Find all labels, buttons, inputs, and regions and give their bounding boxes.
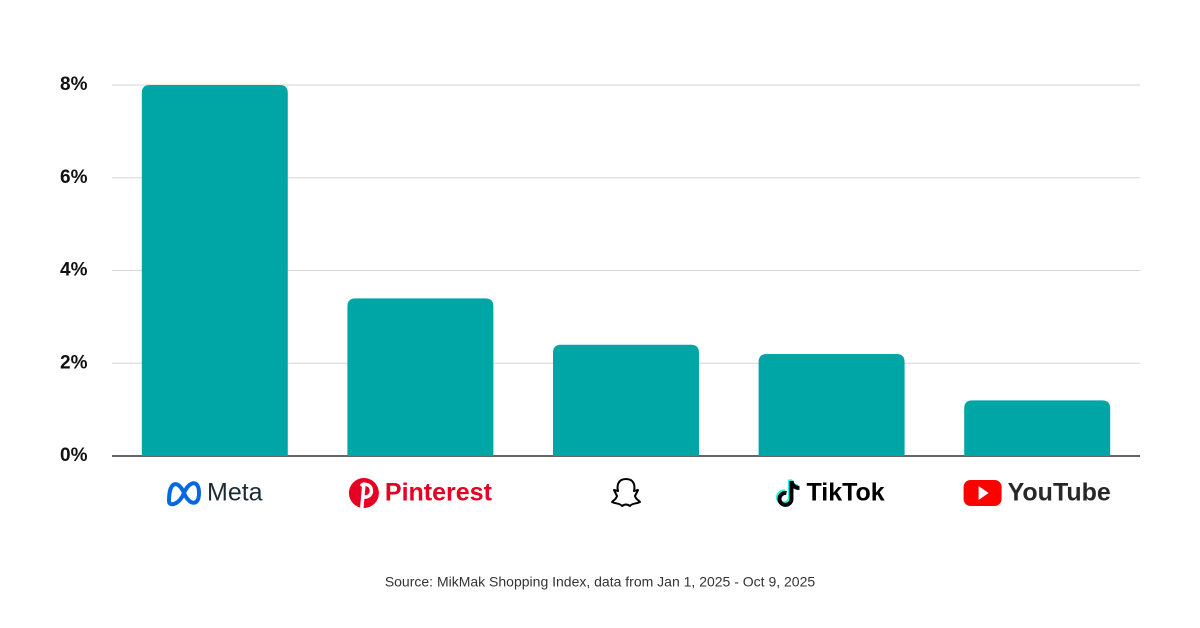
category-label: YouTube: [963, 479, 1111, 507]
snapchat-logo: [611, 478, 641, 507]
category-label: Meta: [167, 479, 263, 507]
pinterest-logo-p: [360, 482, 374, 509]
bar: [141, 85, 288, 456]
meta-logo: [167, 481, 202, 507]
youtube-play: [978, 486, 989, 500]
x-tick-label: Pinterest: [385, 479, 493, 507]
x-tick-label: YouTube: [1008, 479, 1111, 507]
y-tick-label: 0%: [60, 445, 88, 466]
source-note: Source: MikMak Shopping Index, data from…: [385, 574, 816, 590]
bar: [964, 400, 1111, 456]
bar: [347, 298, 494, 456]
y-tick-label: 2%: [60, 352, 88, 373]
x-tick-label: Meta: [207, 479, 263, 507]
category-label: [611, 478, 641, 507]
category-label: TikTok: [776, 479, 885, 507]
y-tick-label: 8%: [60, 74, 88, 95]
tiktok-logo: [777, 480, 800, 507]
y-tick-label: 4%: [60, 260, 88, 281]
bar: [553, 344, 699, 456]
bar: [758, 353, 905, 456]
x-tick-label: TikTok: [806, 479, 884, 507]
y-tick-label: 6%: [60, 167, 88, 188]
category-label: Pinterest: [348, 478, 493, 509]
